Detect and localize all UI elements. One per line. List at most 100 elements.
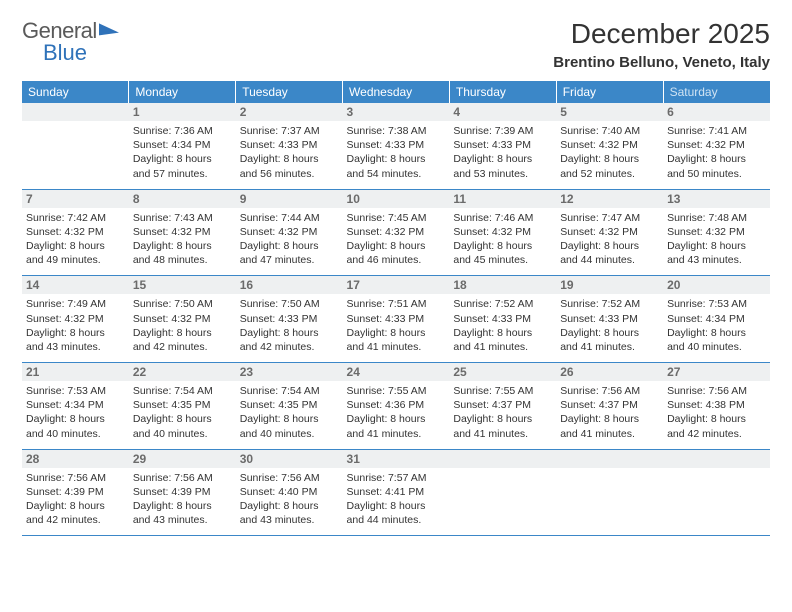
day-info: Sunrise: 7:51 AMSunset: 4:33 PMDaylight:… bbox=[347, 297, 446, 354]
day-cell: 10 Sunrise: 7:45 AMSunset: 4:32 PMDayligh… bbox=[343, 190, 450, 276]
calendar-cell: 17Sunrise: 7:51 AMSunset: 4:33 PMDayligh… bbox=[343, 276, 450, 363]
calendar-cell: 26Sunrise: 7:56 AMSunset: 4:37 PMDayligh… bbox=[556, 363, 663, 450]
daylight-text: Daylight: 8 hours and 42 minutes. bbox=[667, 412, 766, 440]
day-info: Sunrise: 7:49 AMSunset: 4:32 PMDaylight:… bbox=[26, 297, 125, 354]
day-info: Sunrise: 7:47 AMSunset: 4:32 PMDaylight:… bbox=[560, 211, 659, 268]
day-cell: 28Sunrise: 7:56 AMSunset: 4:39 PMDayligh… bbox=[22, 450, 129, 536]
daylight-text: Daylight: 8 hours and 44 minutes. bbox=[560, 239, 659, 267]
sunset-text: Sunset: 4:33 PM bbox=[240, 138, 339, 152]
calendar-week: 7Sunrise: 7:42 AMSunset: 4:32 PMDaylight… bbox=[22, 189, 770, 276]
sunrise-text: Sunrise: 7:56 AM bbox=[560, 384, 659, 398]
sunset-text: Sunset: 4:34 PM bbox=[133, 138, 232, 152]
sunset-text: Sunset: 4:38 PM bbox=[667, 398, 766, 412]
daylight-text: Daylight: 8 hours and 45 minutes. bbox=[453, 239, 552, 267]
sunset-text: Sunset: 4:34 PM bbox=[26, 398, 125, 412]
day-cell: 21Sunrise: 7:53 AMSunset: 4:34 PMDayligh… bbox=[22, 363, 129, 449]
calendar-cell: 27 Sunrise: 7:56 AMSunset: 4:38 PMDayligh… bbox=[663, 363, 770, 450]
day-number: 13 bbox=[663, 190, 770, 208]
daylight-text: Daylight: 8 hours and 54 minutes. bbox=[347, 152, 446, 180]
sunset-text: Sunset: 4:33 PM bbox=[453, 138, 552, 152]
sunrise-text: Sunrise: 7:47 AM bbox=[560, 211, 659, 225]
daylight-text: Daylight: 8 hours and 42 minutes. bbox=[26, 499, 125, 527]
sunset-text: Sunset: 4:32 PM bbox=[347, 225, 446, 239]
sunset-text: Sunset: 4:37 PM bbox=[453, 398, 552, 412]
daylight-text: Daylight: 8 hours and 40 minutes. bbox=[26, 412, 125, 440]
sunset-text: Sunset: 4:32 PM bbox=[240, 225, 339, 239]
day-number: 19 bbox=[556, 276, 663, 294]
calendar-cell bbox=[449, 449, 556, 536]
sunset-text: Sunset: 4:32 PM bbox=[26, 312, 125, 326]
day-number: 27 bbox=[663, 363, 770, 381]
daylight-text: Daylight: 8 hours and 41 minutes. bbox=[560, 326, 659, 354]
day-number: 1 bbox=[129, 103, 236, 121]
calendar-cell: 20Sunrise: 7:53 AMSunset: 4:34 PMDayligh… bbox=[663, 276, 770, 363]
sunset-text: Sunset: 4:41 PM bbox=[347, 485, 446, 499]
sunrise-text: Sunrise: 7:38 AM bbox=[347, 124, 446, 138]
sunset-text: Sunset: 4:36 PM bbox=[347, 398, 446, 412]
sunset-text: Sunset: 4:40 PM bbox=[240, 485, 339, 499]
daylight-text: Daylight: 8 hours and 41 minutes. bbox=[347, 326, 446, 354]
month-title: December 2025 bbox=[553, 18, 770, 50]
sunrise-text: Sunrise: 7:36 AM bbox=[133, 124, 232, 138]
calendar-cell: 16Sunrise: 7:50 AMSunset: 4:33 PMDayligh… bbox=[236, 276, 343, 363]
sunrise-text: Sunrise: 7:50 AM bbox=[240, 297, 339, 311]
daylight-text: Daylight: 8 hours and 41 minutes. bbox=[453, 326, 552, 354]
day-cell bbox=[663, 450, 770, 528]
day-number: 11 bbox=[449, 190, 556, 208]
calendar-cell: 19 Sunrise: 7:52 AMSunset: 4:33 PMDayligh… bbox=[556, 276, 663, 363]
weekday-saturday: Saturday bbox=[663, 81, 770, 103]
sunrise-text: Sunrise: 7:56 AM bbox=[667, 384, 766, 398]
daylight-text: Daylight: 8 hours and 46 minutes. bbox=[347, 239, 446, 267]
day-info: Sunrise: 7:55 AMSunset: 4:37 PMDaylight:… bbox=[453, 384, 552, 441]
calendar-header-row: Sunday Monday Tuesday Wednesday Thursday… bbox=[22, 81, 770, 103]
day-number bbox=[449, 450, 556, 468]
day-number: 10 bbox=[343, 190, 450, 208]
calendar-cell: 1 Sunrise: 7:36 AMSunset: 4:34 PMDaylight… bbox=[129, 103, 236, 189]
daylight-text: Daylight: 8 hours and 57 minutes. bbox=[133, 152, 232, 180]
weekday-monday: Monday bbox=[129, 81, 236, 103]
day-info: Sunrise: 7:38 AMSunset: 4:33 PMDaylight:… bbox=[347, 124, 446, 181]
calendar-cell: 23Sunrise: 7:54 AMSunset: 4:35 PMDayligh… bbox=[236, 363, 343, 450]
calendar-body: 1Sunrise: 7:36 AMSunset: 4:34 PMDaylight… bbox=[22, 103, 770, 536]
sunset-text: Sunset: 4:32 PM bbox=[667, 138, 766, 152]
sunrise-text: Sunrise: 7:57 AM bbox=[347, 471, 446, 485]
day-cell: 30Sunrise: 7:56 AMSunset: 4:40 PMDayligh… bbox=[236, 450, 343, 536]
sunset-text: Sunset: 4:33 PM bbox=[560, 312, 659, 326]
sunrise-text: Sunrise: 7:56 AM bbox=[133, 471, 232, 485]
sunset-text: Sunset: 4:33 PM bbox=[347, 312, 446, 326]
day-number: 5 bbox=[556, 103, 663, 121]
calendar-cell: 10 Sunrise: 7:45 AMSunset: 4:32 PMDayligh… bbox=[343, 189, 450, 276]
sunset-text: Sunset: 4:39 PM bbox=[26, 485, 125, 499]
daylight-text: Daylight: 8 hours and 49 minutes. bbox=[26, 239, 125, 267]
daylight-text: Daylight: 8 hours and 41 minutes. bbox=[453, 412, 552, 440]
sunrise-text: Sunrise: 7:45 AM bbox=[347, 211, 446, 225]
sunrise-text: Sunrise: 7:48 AM bbox=[667, 211, 766, 225]
sunset-text: Sunset: 4:32 PM bbox=[26, 225, 125, 239]
sunset-text: Sunset: 4:35 PM bbox=[133, 398, 232, 412]
day-number: 15 bbox=[129, 276, 236, 294]
day-number: 26 bbox=[556, 363, 663, 381]
daylight-text: Daylight: 8 hours and 44 minutes. bbox=[347, 499, 446, 527]
calendar-cell: 30Sunrise: 7:56 AMSunset: 4:40 PMDayligh… bbox=[236, 449, 343, 536]
daylight-text: Daylight: 8 hours and 42 minutes. bbox=[240, 326, 339, 354]
day-cell: 1 Sunrise: 7:36 AMSunset: 4:34 PMDaylight… bbox=[129, 103, 236, 189]
day-cell: 6Sunrise: 7:41 AMSunset: 4:32 PMDaylight… bbox=[663, 103, 770, 189]
calendar-cell: 6Sunrise: 7:41 AMSunset: 4:32 PMDaylight… bbox=[663, 103, 770, 189]
day-number: 8 bbox=[129, 190, 236, 208]
daylight-text: Daylight: 8 hours and 43 minutes. bbox=[667, 239, 766, 267]
daylight-text: Daylight: 8 hours and 41 minutes. bbox=[347, 412, 446, 440]
day-info: Sunrise: 7:42 AMSunset: 4:32 PMDaylight:… bbox=[26, 211, 125, 268]
day-info: Sunrise: 7:36 AMSunset: 4:34 PMDaylight:… bbox=[133, 124, 232, 181]
sunrise-text: Sunrise: 7:56 AM bbox=[240, 471, 339, 485]
sunrise-text: Sunrise: 7:46 AM bbox=[453, 211, 552, 225]
daylight-text: Daylight: 8 hours and 52 minutes. bbox=[560, 152, 659, 180]
calendar-cell: 15Sunrise: 7:50 AMSunset: 4:32 PMDayligh… bbox=[129, 276, 236, 363]
sunrise-text: Sunrise: 7:41 AM bbox=[667, 124, 766, 138]
sunset-text: Sunset: 4:32 PM bbox=[133, 312, 232, 326]
day-number: 31 bbox=[343, 450, 450, 468]
daylight-text: Daylight: 8 hours and 53 minutes. bbox=[453, 152, 552, 180]
calendar-cell bbox=[556, 449, 663, 536]
sunset-text: Sunset: 4:32 PM bbox=[133, 225, 232, 239]
sunrise-text: Sunrise: 7:52 AM bbox=[560, 297, 659, 311]
daylight-text: Daylight: 8 hours and 43 minutes. bbox=[240, 499, 339, 527]
